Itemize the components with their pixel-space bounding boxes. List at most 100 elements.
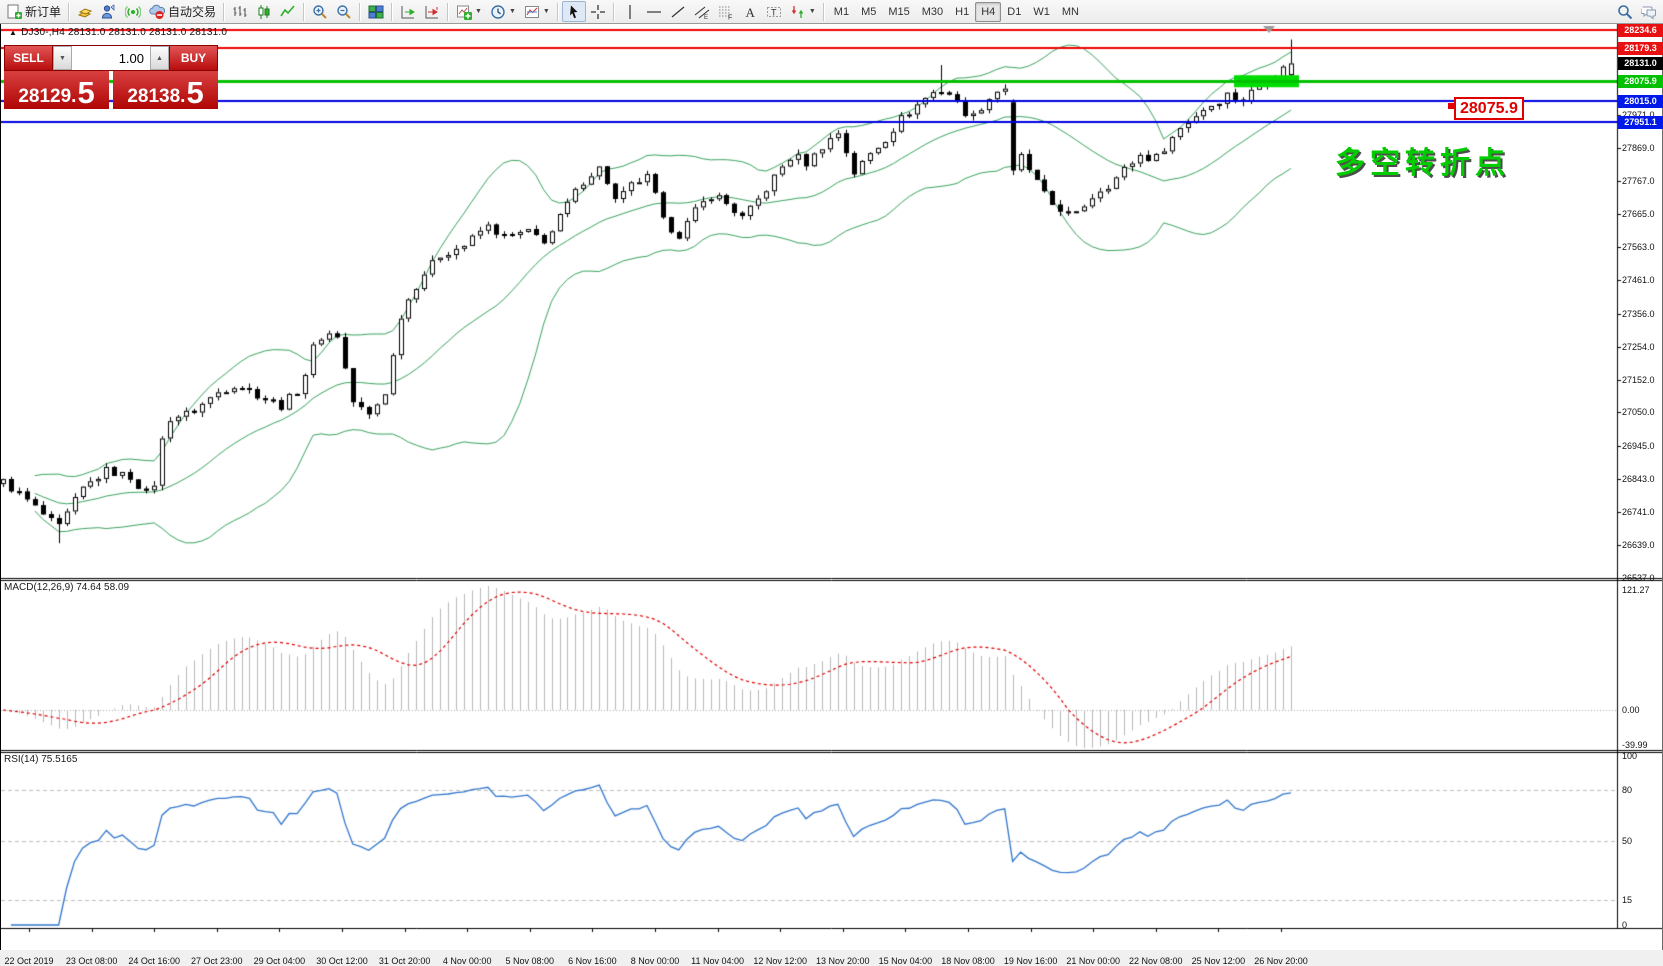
timeframe-button-mn[interactable]: MN xyxy=(1061,5,1079,18)
zoom-in-icon xyxy=(312,4,328,20)
fibonacci-button[interactable]: F xyxy=(714,1,738,22)
date-tick-label: 24 Oct 16:00 xyxy=(128,956,180,966)
price-tick-label: 27971.0 xyxy=(1622,110,1655,120)
svg-text:F: F xyxy=(728,14,732,20)
chevron-down-icon[interactable]: ▼ xyxy=(475,8,482,15)
price-tick-label: 27050.0 xyxy=(1622,407,1655,418)
timeframe-button-m5[interactable]: M5 xyxy=(861,5,877,18)
price-tick-label: 26945.0 xyxy=(1622,441,1655,452)
cursor-icon xyxy=(566,4,582,20)
chinese-annotation-text[interactable]: 多空转折点 xyxy=(1335,147,1510,180)
svg-text:A: A xyxy=(745,5,755,20)
line-chart-mode-button[interactable] xyxy=(276,1,300,22)
templates-button[interactable]: ▼ xyxy=(520,1,554,22)
timeframe-button-m15[interactable]: M15 xyxy=(888,5,910,18)
toolbar-separator xyxy=(612,2,615,21)
trendline-icon xyxy=(670,4,686,20)
text-button[interactable]: A xyxy=(738,1,762,22)
volume-stepper: ▼ 1.00 ▲ xyxy=(53,45,169,71)
bar-chart-mode-button[interactable] xyxy=(228,1,252,22)
price-tick-label: 27869.0 xyxy=(1622,143,1655,154)
indicators-icon xyxy=(456,4,473,20)
date-tick-label: 29 Oct 04:00 xyxy=(253,956,306,966)
signal-icon xyxy=(125,4,142,20)
collapse-icon[interactable]: ▲ xyxy=(9,28,18,37)
cursor-button[interactable] xyxy=(561,1,586,22)
vertical-line-button[interactable] xyxy=(618,1,642,22)
toolbar-separator xyxy=(223,2,226,21)
vline-icon xyxy=(622,4,638,20)
timeframe-button-w1[interactable]: W1 xyxy=(1033,5,1050,18)
arrows-icon xyxy=(790,4,806,20)
timeframe-button-h4[interactable]: H4 xyxy=(975,1,1002,22)
svg-text:E: E xyxy=(704,15,708,20)
price-line-label: 28179.3 xyxy=(1618,41,1663,55)
date-tick-label: 23 Oct 08:00 xyxy=(65,956,118,966)
buy-button[interactable]: BUY xyxy=(169,45,218,71)
volume-increase-button[interactable]: ▲ xyxy=(150,46,169,70)
label-icon: T xyxy=(766,4,782,20)
rsi-axis-label: 80 xyxy=(1622,784,1633,795)
crosshair-button[interactable] xyxy=(586,1,610,22)
volume-value[interactable]: 1.00 xyxy=(118,50,144,66)
chevron-down-icon[interactable]: ▼ xyxy=(508,8,516,15)
zoom-out-icon xyxy=(336,4,352,20)
chart-shift-button[interactable] xyxy=(420,1,444,22)
equidistant-channel-button[interactable]: E xyxy=(690,1,714,22)
autotrade-icon xyxy=(149,4,166,20)
chart-ohlc-values: 28131.0 28131.0 28131.0 28131.0 xyxy=(67,27,228,38)
new-order-button[interactable]: 新订单 xyxy=(2,1,65,22)
chevron-down-icon[interactable]: ▼ xyxy=(808,8,816,15)
zoom-in-button[interactable] xyxy=(308,1,332,22)
sell-button[interactable]: SELL xyxy=(4,45,53,71)
buy-price[interactable]: 28138. 5 xyxy=(113,71,218,109)
date-tick-label: 13 Nov 20:00 xyxy=(816,956,870,966)
timeframe-button-h1[interactable]: H1 xyxy=(955,5,970,18)
price-tick-label: 26741.0 xyxy=(1622,507,1655,518)
chat-icon xyxy=(1641,4,1657,20)
auto-trading-button[interactable]: 自动交易 xyxy=(145,1,220,22)
auto-scroll-button[interactable] xyxy=(396,1,420,22)
horizontal-line-button[interactable] xyxy=(642,1,666,22)
date-tick-label: 25 Nov 12:00 xyxy=(1191,956,1246,966)
macd-axis-label: 0.00 xyxy=(1622,705,1640,715)
text-label-button[interactable]: T xyxy=(762,1,786,22)
chevron-down-icon[interactable]: ▼ xyxy=(542,8,550,15)
toolbar-separator xyxy=(391,2,394,21)
market-watch-button[interactable] xyxy=(73,1,97,22)
timeframe-button-m1[interactable]: M1 xyxy=(833,5,850,18)
price-callout-label[interactable]: 28075.9 xyxy=(1454,97,1524,120)
strategy-signal-button[interactable] xyxy=(121,1,145,22)
price-tick-label: 27767.0 xyxy=(1622,175,1655,186)
chart-window: ▲ DJ30-,H4 28131.0 28131.0 28131.0 28131.… xyxy=(0,24,1663,966)
tile-windows-button[interactable] xyxy=(364,1,388,22)
date-tick-label: 22 Nov 08:00 xyxy=(1129,956,1183,966)
periods-button[interactable]: ▼ xyxy=(486,1,520,22)
sell-price-dot: . xyxy=(71,86,77,107)
new-order-icon xyxy=(6,4,22,20)
sell-price[interactable]: 28129. 5 xyxy=(4,71,109,109)
symbol-search-button[interactable] xyxy=(1613,1,1637,22)
one-click-trading-panel: SELL ▼ 1.00 ▲ BUY 28129. 5 28138. 5 xyxy=(4,45,218,109)
timeframe-button-m30[interactable]: M30 xyxy=(921,5,944,18)
price-chart-canvas[interactable] xyxy=(1,24,1662,950)
volume-decrease-button[interactable]: ▼ xyxy=(53,46,72,70)
price-tick-label: 26639.0 xyxy=(1622,540,1655,551)
arrow-objects-button[interactable]: ▼ xyxy=(786,1,820,22)
indicators-button[interactable]: ▼ xyxy=(452,1,486,22)
date-tick-label: 22 Oct 2019 xyxy=(4,956,54,966)
date-tick-label: 19 Nov 16:00 xyxy=(1003,956,1058,966)
text-icon: A xyxy=(742,4,758,20)
data-window-button[interactable] xyxy=(97,1,121,22)
macd-indicator-label: MACD(12,26,9) 74.64 58.09 xyxy=(4,582,130,593)
toolbar-separator xyxy=(447,2,450,21)
community-chat-button[interactable] xyxy=(1637,1,1661,22)
price-tick-label: 27665.0 xyxy=(1622,208,1655,219)
gold-bars-icon xyxy=(77,4,93,20)
zoom-out-button[interactable] xyxy=(332,1,356,22)
candlestick-mode-button[interactable] xyxy=(252,1,276,22)
timeframe-button-d1[interactable]: D1 xyxy=(1007,5,1022,18)
trendline-button[interactable] xyxy=(666,1,690,22)
macd-axis-label: -39.99 xyxy=(1622,740,1648,750)
buy-price-dot: . xyxy=(180,86,186,107)
